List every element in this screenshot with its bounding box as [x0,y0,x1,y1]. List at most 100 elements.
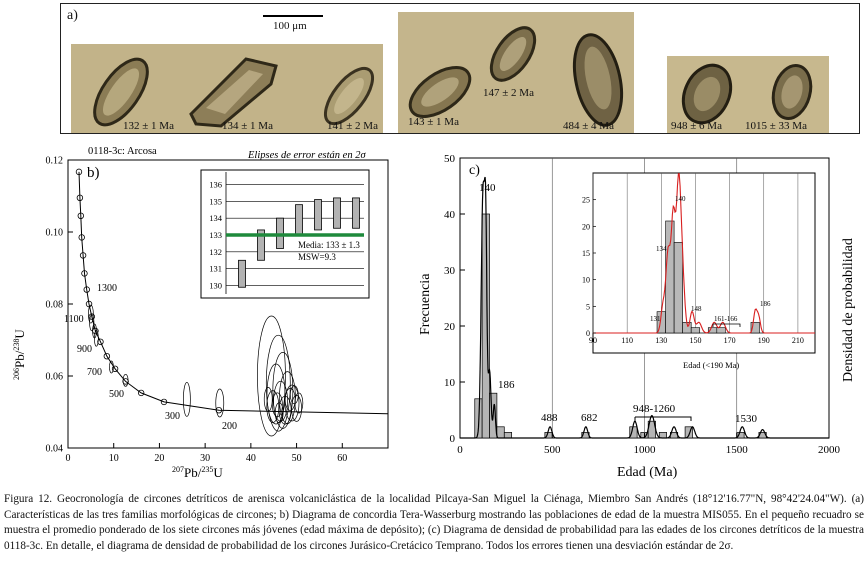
peak-label: 186 [498,379,515,391]
peak-label: 682 [581,412,598,424]
inset-histogram-bar [673,242,683,334]
zircon-age-label: 948 ± 6 Ma [671,120,722,132]
inset-error-bar [333,197,341,229]
inset-x-label: Edad (<190 Ma) [683,360,739,370]
curve-age-label: 900 [77,344,92,355]
error-ellipse [257,315,286,437]
panel-a-zircon-photos: a) 100 μm 132 ± 1 Ma 134 ± 1 Ma 141 ± 2 … [60,3,860,134]
inset-peak-label: 140 [675,195,686,203]
x-tick-label: 1000 [634,444,657,456]
error-ellipse [294,392,304,414]
curve-age-marker [77,212,84,219]
x-tick-label: 20 [154,453,164,464]
inset-density-curve [593,173,815,334]
curve-age-label: 1300 [97,283,117,294]
histogram-bar [658,432,667,439]
y2-axis-label: Densidad de probabilidad [841,238,856,382]
x-tick-label: 50 [292,453,302,464]
zircon-photo-group-3 [667,56,829,133]
inset-tick-label: 130 [209,281,222,291]
curve-age-label: 300 [165,411,180,422]
inset-peak-label: 161-166 [714,315,738,323]
curve-age-marker [88,313,95,320]
curve-age-label: 200 [222,421,237,432]
inset-peak-label: 186 [760,300,771,308]
inset-frame [592,172,816,354]
x-tick-label: 0 [457,444,463,456]
error-ellipse [266,363,286,425]
curve-age-marker [75,168,83,176]
inset-histogram-bar [750,322,760,334]
inset-mean-label: Media: 133 ± 1.3 [298,240,360,250]
scale-bar-label: 100 μm [273,20,307,32]
error-ellipse [284,384,300,422]
curve-age-marker [92,327,99,335]
histogram-bar [496,426,505,439]
y-tick-label: 0.06 [46,372,64,383]
y-tick-label: 40 [444,209,456,221]
zircon-age-label: 141 ± 2 Ma [327,120,378,132]
peak-label: 948-1260 [633,403,676,415]
x-axis-label: 207Pb/235U [172,465,223,480]
inset-msw-label: MSW=9.3 [298,252,336,262]
error-ellipse [274,402,284,424]
curve-age-marker [111,365,119,372]
zircon-age-label: 143 ± 1 Ma [408,116,459,128]
panel-b-label: b) [87,165,100,181]
curve-age-label: 500 [109,389,124,400]
error-ellipse [289,385,299,405]
inset-histogram-bar [690,327,701,334]
inset-y-tick-label: 15 [582,249,590,258]
inset-y-tick-label: 0 [586,329,590,338]
error-ellipse-note: Elipses de error están en 2σ [247,150,366,161]
x-tick-label: 40 [246,453,256,464]
curve-age-label: 1100 [64,314,84,325]
zircon-age-label: 134 ± 1 Ma [222,120,273,132]
y-tick-label: 20 [444,321,456,333]
error-ellipse [272,392,283,418]
curve-age-marker [81,270,88,277]
range-bracket [634,416,692,421]
curve-age-marker [78,234,85,241]
curve-age-marker [83,286,90,293]
y-tick-label: 10 [444,377,456,389]
y-tick-label: 0.08 [46,300,64,311]
peak-label: 488 [541,412,558,424]
y-tick-label: 50 [444,153,456,165]
error-ellipse [273,380,288,422]
inset-histogram-bar [716,327,726,334]
y-tick-label: 0.10 [46,228,64,239]
inset-x-tick-label: 150 [689,336,701,345]
curve-age-marker [85,300,93,308]
inset-y-tick-label: 10 [582,276,590,285]
inset-x-tick-label: 90 [589,336,597,345]
inset-tick-label: 136 [209,179,222,189]
y-axis-label: 206Pb/238U [12,329,27,380]
error-ellipse [183,382,191,417]
inset-x-tick-label: 130 [655,336,667,345]
concordia-curve [78,171,389,415]
y-tick-label: 30 [444,265,456,277]
curve-age-label: 700 [87,367,102,378]
inset-x-tick-label: 110 [621,336,633,345]
inset-tick-label: 135 [209,196,222,206]
peak-label: 1530 [735,413,758,425]
panel-c-label: c) [469,163,480,178]
curve-age-marker [76,194,84,201]
inset-peak-label: 131 [650,315,661,323]
error-ellipse [266,390,280,423]
inset-y-tick-label: 20 [582,222,590,231]
inset-y-tick-label: 5 [586,302,590,311]
scale-bar [263,15,323,17]
inset-histogram-bar [665,220,675,334]
x-axis-label: Edad (Ma) [617,465,678,480]
inset-x-tick-label: 210 [792,336,804,345]
inset-tick-label: 132 [209,247,222,257]
inset-error-bar [314,199,322,231]
concordia-diagram: 0.12 0.10 0.08 0.06 0.04 0 10 20 30 40 50 60 0118-… [12,146,389,480]
panel-a-label: a) [67,8,78,23]
histogram-bar [503,432,513,439]
inset-peak-label: 148 [691,305,702,313]
